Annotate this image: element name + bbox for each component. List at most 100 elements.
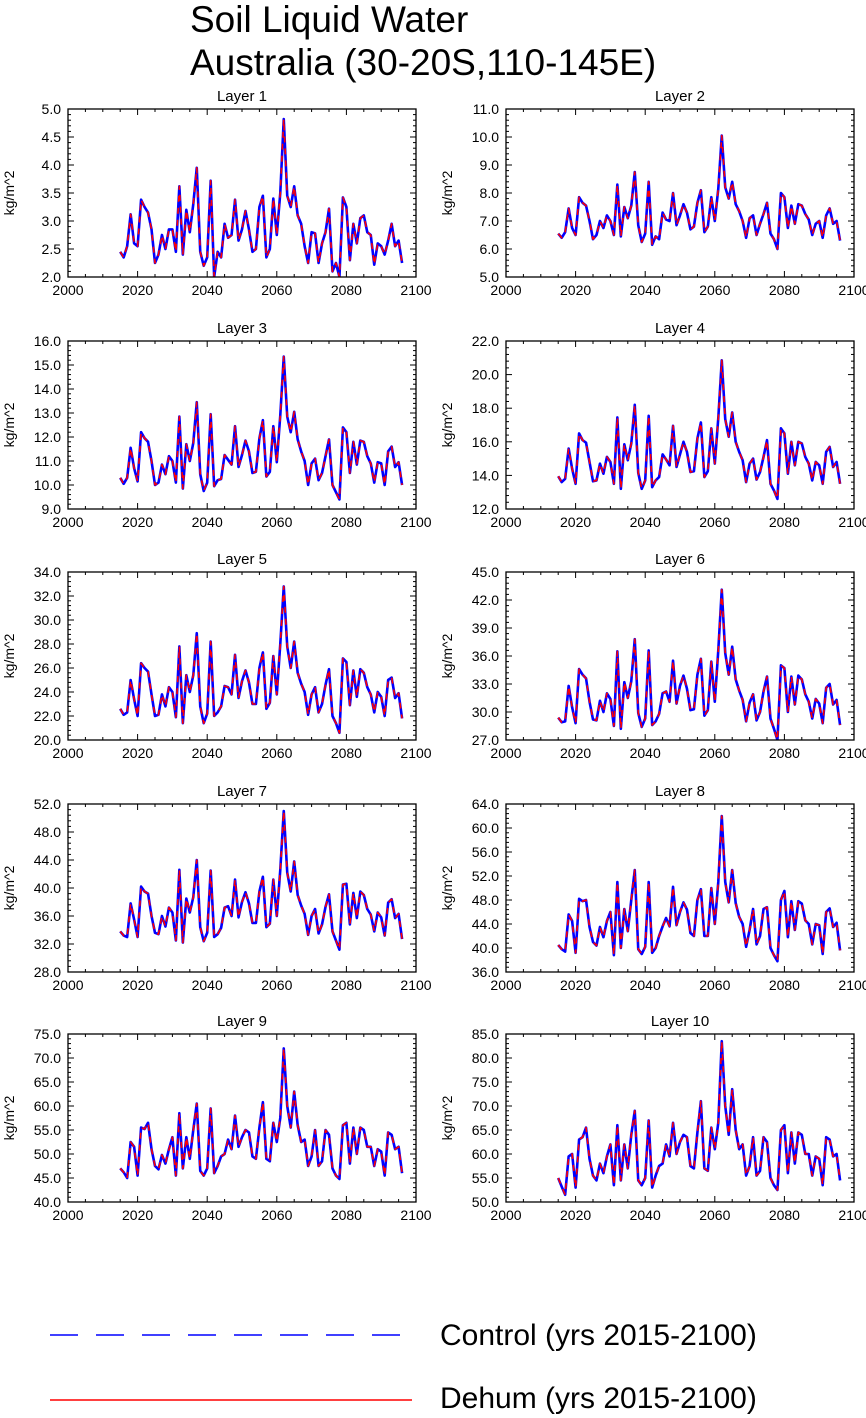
x-tick-label: 2080 <box>769 1207 800 1223</box>
x-tick-label: 2020 <box>122 745 153 761</box>
y-tick-label: 16.0 <box>472 434 499 450</box>
panel-layer-7: Layer 7 kg/m^2 28.0 32.0 36.0 40.0 44.0 48.0 52.… <box>1 783 432 993</box>
y-tick-label: 60.0 <box>34 1098 61 1114</box>
y-tick-label: 30.0 <box>472 704 499 720</box>
y-tick-label: 40.0 <box>34 880 61 896</box>
y-tick-label: 8.0 <box>480 185 500 201</box>
x-tick-label: 2100 <box>400 977 431 993</box>
series-line-dehum <box>557 815 841 963</box>
y-tick-label: 52.0 <box>34 796 61 812</box>
x-tick-label: 2020 <box>122 282 153 298</box>
series-group <box>119 1047 404 1181</box>
y-axis-label: kg/m^2 <box>1 170 17 215</box>
y-axis-label: kg/m^2 <box>1 402 17 447</box>
y-tick-label: 65.0 <box>34 1074 61 1090</box>
plot-frame <box>67 1033 417 1203</box>
x-tick-label: 2080 <box>331 282 362 298</box>
series-line-control <box>119 809 404 951</box>
x-tick-label: 2080 <box>331 745 362 761</box>
x-tick-label: 2100 <box>838 745 866 761</box>
x-tick-label: 2100 <box>838 1207 866 1223</box>
y-tick-label: 70.0 <box>472 1098 499 1114</box>
y-tick-label: 40.0 <box>34 1194 61 1210</box>
y-tick-label: 48.0 <box>472 892 499 908</box>
series-group <box>119 355 404 501</box>
panel-layer-4: Layer 4 kg/m^2 12.0 14.0 16.0 18.0 20.0 22.0 200… <box>439 320 866 530</box>
y-tick-label: 11.0 <box>473 101 499 117</box>
y-tick-label: 55.0 <box>34 1122 61 1138</box>
legend-control-label: Control (yrs 2015-2100) <box>440 1319 757 1352</box>
series-line-control <box>119 355 404 501</box>
y-tick-label: 65.0 <box>472 1122 499 1138</box>
y-tick-label: 9.0 <box>480 157 500 173</box>
x-tick-label: 2020 <box>560 282 591 298</box>
x-tick-label: 2040 <box>630 745 661 761</box>
x-tick-label: 2100 <box>838 282 866 298</box>
legend-dehum-label: Dehum (yrs 2015-2100) <box>440 1382 757 1415</box>
y-tick-label: 64.0 <box>472 796 499 812</box>
x-tick-label: 2080 <box>331 1207 362 1223</box>
x-tick-label: 2080 <box>769 282 800 298</box>
series-group <box>557 814 842 963</box>
y-tick-label: 32.0 <box>34 588 61 604</box>
y-tick-label: 12.0 <box>472 501 499 517</box>
y-tick-label: 34.0 <box>34 564 61 580</box>
series-group <box>119 585 404 735</box>
y-tick-label: 33.0 <box>472 676 499 692</box>
y-axis-label: kg/m^2 <box>1 865 17 910</box>
x-tick-label: 2100 <box>838 514 866 530</box>
y-tick-label: 28.0 <box>34 964 61 980</box>
panel-layer-6: Layer 6 kg/m^2 27.0 30.0 33.0 36.0 39.0 42.0 45.… <box>439 551 866 761</box>
y-tick-label: 4.0 <box>42 157 62 173</box>
panel-title: Layer 8 <box>655 783 705 800</box>
x-tick-label: 2060 <box>699 977 730 993</box>
figure-title-line1: Soil Liquid Water <box>190 0 468 40</box>
y-tick-label: 2.5 <box>42 241 62 257</box>
x-tick-label: 2100 <box>400 1207 431 1223</box>
y-tick-label: 10.0 <box>472 129 499 145</box>
x-tick-label: 2060 <box>261 745 292 761</box>
x-tick-label: 2060 <box>699 745 730 761</box>
series-line-control <box>119 117 404 277</box>
x-tick-label: 2020 <box>560 514 591 530</box>
y-tick-label: 14.0 <box>472 467 499 483</box>
panel-title: Layer 5 <box>217 551 267 568</box>
legend: Control (yrs 2015-2100) Dehum (yrs 2015-… <box>50 1319 757 1415</box>
series-line-dehum <box>557 134 841 250</box>
y-tick-label: 13.0 <box>34 405 61 421</box>
series-group <box>557 134 842 251</box>
x-tick-label: 2000 <box>490 745 521 761</box>
x-tick-label: 2060 <box>261 282 292 298</box>
y-tick-label: 22.0 <box>34 708 61 724</box>
panel-title: Layer 10 <box>651 1013 709 1030</box>
x-tick-label: 2000 <box>52 745 83 761</box>
x-tick-label: 2000 <box>490 1207 521 1223</box>
x-tick-label: 2040 <box>630 1207 661 1223</box>
x-tick-label: 2020 <box>122 1207 153 1223</box>
panel-layer-9: Layer 9 kg/m^2 40.0 45.0 50.0 55.0 60.0 65.0 70.… <box>1 1013 432 1223</box>
panel-title: Layer 6 <box>655 551 705 568</box>
x-tick-label: 2000 <box>490 514 521 530</box>
y-tick-label: 27.0 <box>472 732 499 748</box>
x-tick-label: 2040 <box>630 977 661 993</box>
y-axis-label: kg/m^2 <box>1 633 17 678</box>
y-tick-label: 42.0 <box>472 592 499 608</box>
series-line-dehum <box>119 355 403 501</box>
x-tick-label: 2060 <box>699 514 730 530</box>
x-tick-label: 2000 <box>52 514 83 530</box>
series-group <box>556 1039 842 1197</box>
x-tick-label: 2040 <box>630 282 661 298</box>
series-line-control <box>557 814 842 963</box>
x-tick-label: 2040 <box>192 745 223 761</box>
series-line-dehum <box>119 810 403 951</box>
series-group <box>557 359 842 501</box>
figure-title-line2: Australia (30-20S,110-145E) <box>190 42 656 83</box>
plot-frame <box>505 108 855 278</box>
x-tick-label: 2080 <box>769 514 800 530</box>
plot-frame <box>505 340 855 510</box>
y-tick-label: 45.0 <box>472 564 499 580</box>
series-group <box>557 588 842 740</box>
y-tick-label: 9.0 <box>42 501 62 517</box>
y-tick-label: 36.0 <box>472 964 499 980</box>
